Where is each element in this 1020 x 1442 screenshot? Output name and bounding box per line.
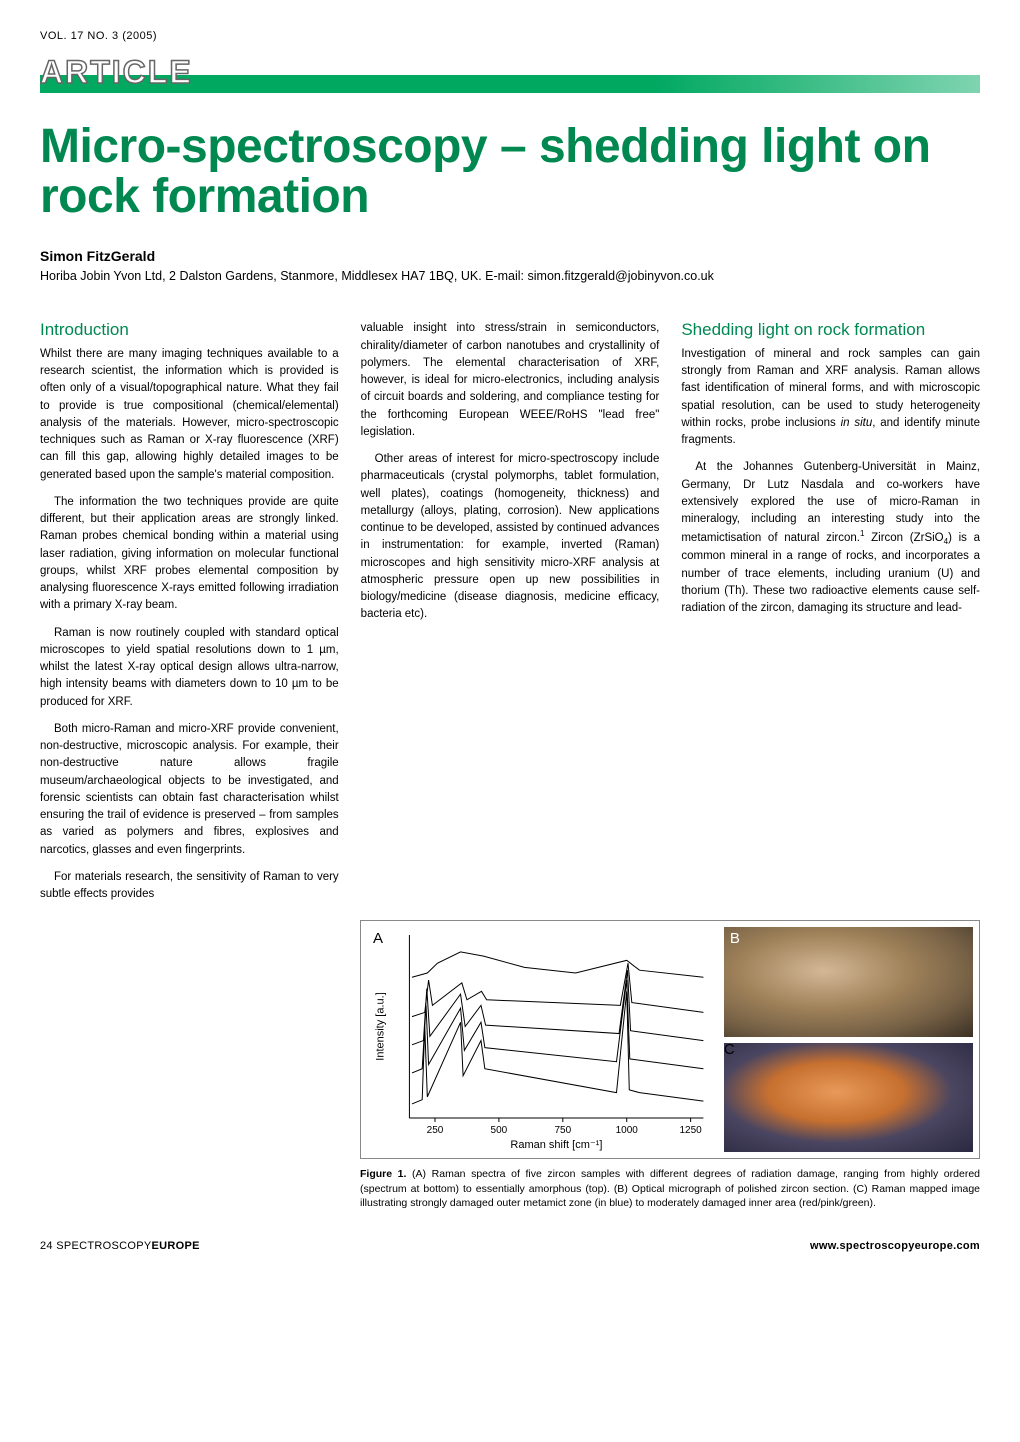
- panel-c-label: C: [724, 1041, 735, 1058]
- column-3: Shedding light on rock formation Investi…: [681, 320, 980, 913]
- figure-1: A 250 500 750 1000 1250 Raman shift [cm⁻¹] Int…: [360, 920, 980, 1159]
- main-title: Micro-spectroscopy – shedding light on r…: [40, 122, 980, 223]
- intro-p4: Both micro-Raman and micro-XRF provide c…: [40, 721, 339, 859]
- volume-line: VOL. 17 NO. 3 (2005): [40, 30, 980, 42]
- figure-panel-b: B: [724, 927, 973, 1037]
- intro-p1: Whilst there are many imaging techniques…: [40, 346, 339, 484]
- panel-b-label: B: [730, 930, 740, 947]
- page-footer: 24 SPECTROSCOPYEUROPE www.spectroscopyeu…: [40, 1240, 980, 1252]
- intro-p5: For materials research, the sensitivity …: [40, 869, 339, 904]
- svg-text:750: 750: [554, 1125, 571, 1136]
- author-name: Simon FitzGerald: [40, 248, 980, 264]
- figure-panel-c: C: [724, 1043, 973, 1153]
- panel-a-label: A: [373, 930, 383, 947]
- column-2: valuable insight into stress/strain in s…: [361, 320, 660, 913]
- svg-text:1000: 1000: [616, 1125, 639, 1136]
- article-badge-container: ARTICLE: [40, 57, 980, 97]
- figure-1-caption: Figure 1. (A) Raman spectra of five zirc…: [360, 1167, 980, 1210]
- raman-spectra-plot: 250 500 750 1000 1250 Raman shift [cm⁻¹] Inten…: [367, 927, 716, 1152]
- figure-and-caption-wrap: A 250 500 750 1000 1250 Raman shift [cm⁻¹] Int…: [360, 920, 980, 1210]
- svg-text:250: 250: [427, 1125, 444, 1136]
- figure-panel-a: A 250 500 750 1000 1250 Raman shift [cm⁻¹] Int…: [367, 927, 716, 1152]
- svg-text:1250: 1250: [680, 1125, 703, 1136]
- footer-left: 24 SPECTROSCOPYEUROPE: [40, 1240, 200, 1252]
- raman-map-image: [724, 1043, 973, 1153]
- intro-heading: Introduction: [40, 320, 339, 340]
- col2-p1: valuable insight into stress/strain in s…: [361, 320, 660, 441]
- svg-text:Intensity [a.u.]: Intensity [a.u.]: [374, 993, 386, 1061]
- intro-p2: The information the two techniques provi…: [40, 494, 339, 615]
- col3-p1: Investigation of mineral and rock sample…: [681, 346, 980, 450]
- footer-right: www.spectroscopyeurope.com: [810, 1240, 980, 1252]
- svg-text:500: 500: [491, 1125, 508, 1136]
- article-badge-text: ARTICLE: [40, 54, 193, 91]
- author-affiliation: Horiba Jobin Yvon Ltd, 2 Dalston Gardens…: [40, 268, 980, 286]
- col2-p2: Other areas of interest for micro-spectr…: [361, 451, 660, 624]
- shedding-heading: Shedding light on rock formation: [681, 320, 980, 340]
- svg-text:Raman shift [cm⁻¹]: Raman shift [cm⁻¹]: [510, 1139, 602, 1151]
- intro-p3: Raman is now routinely coupled with stan…: [40, 625, 339, 711]
- body-columns: Introduction Whilst there are many imagi…: [40, 320, 980, 913]
- column-1: Introduction Whilst there are many imagi…: [40, 320, 339, 913]
- zircon-micrograph-image: [724, 927, 973, 1037]
- col3-p2: At the Johannes Gutenberg-Universität in…: [681, 459, 980, 617]
